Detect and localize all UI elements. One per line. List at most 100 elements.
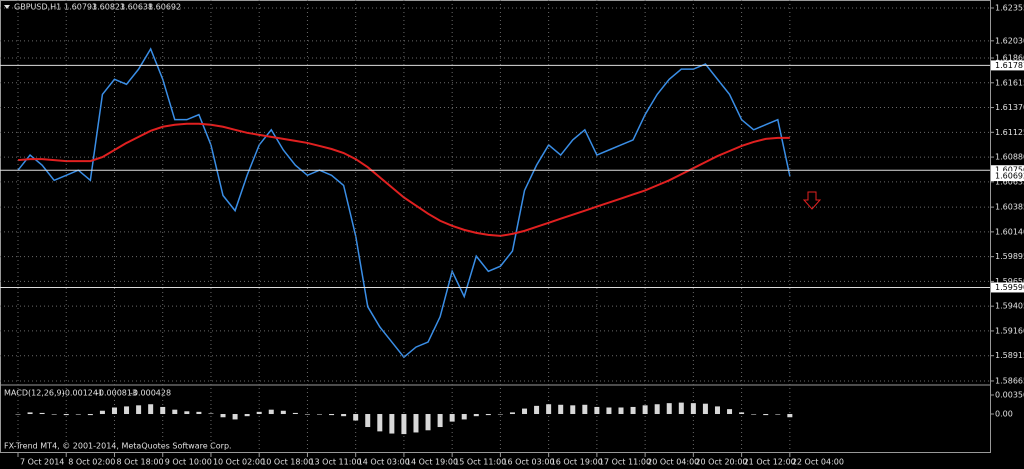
macd-bar: [39, 412, 45, 415]
level-label-box: [991, 282, 1024, 293]
x-tick-label: 14 Oct 03:00: [358, 458, 410, 467]
x-tick-label: 10 Oct 02:00: [213, 458, 265, 467]
macd-bar: [618, 407, 624, 415]
macd-bar: [509, 412, 515, 415]
macd-bar: [401, 414, 407, 435]
y-tick-label: 1.59650: [995, 277, 1024, 286]
y-tick-label: 1.59160: [995, 326, 1024, 335]
macd-bar: [582, 404, 588, 415]
macd-bar: [15, 414, 21, 415]
macd-reading: -0.000428: [130, 389, 171, 398]
macd-bar: [485, 414, 491, 416]
macd-bar: [654, 404, 660, 415]
macd-bar: [437, 414, 443, 428]
macd-bar: [184, 411, 190, 415]
ohlc-reading: 1.60823: [92, 3, 125, 12]
y-tick-label: 1.59405: [995, 302, 1024, 311]
y-tick-label: 1.61370: [995, 103, 1024, 112]
macd-bar: [292, 412, 298, 415]
ohlc-reading: 1.60793: [64, 3, 97, 12]
y-tick-label: 1.60635: [995, 177, 1024, 186]
macd-bar: [232, 414, 238, 420]
sell-arrow: [802, 191, 822, 210]
macd-bar: [630, 406, 636, 415]
macd-bar: [365, 414, 371, 428]
x-tick-label: 8 Oct 18:00: [116, 458, 163, 467]
y-tick-label: 1.61860: [995, 54, 1024, 63]
level-label: 1.61787: [995, 61, 1024, 70]
macd-bar: [461, 414, 467, 420]
last-price-label: 1.60692: [995, 172, 1024, 181]
macd-bar: [280, 410, 286, 415]
macd-bar: [99, 410, 105, 415]
macd-bar: [666, 403, 672, 415]
macd-bar: [111, 407, 117, 415]
macd-bar: [377, 414, 383, 432]
macd-bar: [678, 402, 684, 415]
macd-bar: [425, 414, 431, 431]
level-label: 1.59590: [995, 283, 1024, 292]
macd-title: MACD(12,26,9): [4, 389, 65, 398]
y-tick-label: 1.62030: [995, 36, 1024, 45]
x-tick-label: 10 Oct 18:00: [261, 458, 313, 467]
macd-bar: [27, 412, 33, 415]
price-line: [17, 47, 791, 359]
macd-bar: [172, 409, 178, 415]
x-tick-label: 15 Oct 11:00: [454, 458, 506, 467]
macd-bar: [148, 404, 154, 415]
macd-bar: [751, 414, 757, 415]
y-tick-label: 0.003501: [995, 391, 1024, 400]
dropdown-icon[interactable]: [4, 5, 10, 9]
x-tick-label: 22 Oct 04:00: [792, 458, 844, 467]
macd-bar: [196, 411, 202, 415]
macd-bar: [87, 414, 93, 416]
macd-bar: [160, 406, 166, 415]
macd-bar: [353, 414, 359, 421]
x-tick-label: 21 Oct 12:00: [744, 458, 796, 467]
macd-bar: [497, 414, 503, 415]
plot-frame: [0, 0, 991, 453]
macd-reading: -0.001241: [62, 389, 103, 398]
macd-bar: [473, 414, 479, 417]
macd-reading: -0.000813: [96, 389, 137, 398]
macd-bar: [594, 406, 600, 415]
macd-bar: [329, 414, 335, 416]
moving-average: [17, 122, 790, 237]
macd-bar: [244, 414, 250, 417]
y-tick-label: 1.61125: [995, 128, 1024, 137]
y-tick-label: 1.59895: [995, 252, 1024, 261]
x-tick-label: 17 Oct 11:00: [599, 458, 651, 467]
macd-bar: [413, 414, 419, 433]
macd-bar: [727, 409, 733, 415]
x-tick-label: 9 Oct 10:00: [165, 458, 212, 467]
macd-bar: [51, 414, 57, 415]
level-label-box: [991, 60, 1024, 71]
macd-bar: [534, 405, 540, 415]
y-tick-label: 1.58665: [995, 376, 1024, 385]
ohlc-reading: 1.60692: [148, 3, 181, 12]
y-tick-label: 0.00: [995, 410, 1013, 419]
macd-bar: [75, 414, 81, 415]
y-tick-label: 1.62355: [995, 3, 1024, 12]
level-label: 1.60750: [995, 166, 1024, 175]
x-tick-label: 7 Oct 2014: [20, 458, 64, 467]
last-price-box: [991, 171, 1024, 182]
macd-bar: [775, 414, 781, 415]
macd-bar: [763, 414, 769, 416]
y-tick-label: 1.61615: [995, 78, 1024, 87]
macd-bar: [341, 414, 347, 417]
macd-bar: [606, 407, 612, 415]
macd-bar: [642, 405, 648, 415]
macd-bar: [389, 414, 395, 434]
level-label-box: [991, 165, 1024, 176]
macd-bar: [714, 406, 720, 415]
y-tick-label: 1.60140: [995, 227, 1024, 236]
x-tick-label: 13 Oct 11:00: [309, 458, 361, 467]
y-tick-label: 1.60880: [995, 153, 1024, 162]
x-tick-label: 20 Oct 20:00: [695, 458, 747, 467]
macd-bar: [208, 413, 214, 415]
x-tick-label: 8 Oct 02:00: [68, 458, 115, 467]
macd-bar: [304, 414, 310, 415]
copyright: FX-Trend MT4, © 2001-2014, MetaQuotes So…: [4, 442, 232, 451]
